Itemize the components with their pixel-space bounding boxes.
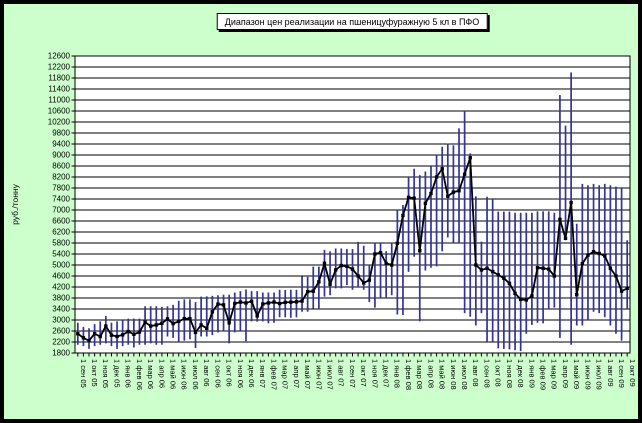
svg-text:1 фев 06: 1 фев 06 (135, 359, 144, 390)
svg-text:1 окт 09: 1 окт 09 (628, 359, 637, 387)
svg-text:1 сен 05: 1 сен 05 (79, 359, 88, 388)
svg-text:3400: 3400 (52, 305, 70, 314)
svg-text:1 окт 05: 1 окт 05 (90, 359, 99, 387)
svg-text:2200: 2200 (52, 338, 70, 347)
svg-text:1 июл 07: 1 июл 07 (325, 359, 334, 390)
svg-text:3000: 3000 (52, 316, 70, 325)
svg-text:10200: 10200 (48, 118, 71, 127)
svg-text:1 ноя 08: 1 ноя 08 (505, 359, 514, 388)
svg-text:1 май 06: 1 май 06 (169, 359, 178, 389)
svg-text:9400: 9400 (52, 140, 70, 149)
svg-text:7000: 7000 (52, 206, 70, 215)
svg-text:1 авг 08: 1 авг 08 (471, 359, 480, 387)
chart-title: Диапазон цен реализации на пшеницуфуражн… (216, 13, 488, 30)
svg-text:11000: 11000 (48, 96, 70, 105)
svg-text:1 июл 09: 1 июл 09 (595, 359, 604, 390)
svg-text:1 май 09: 1 май 09 (572, 359, 581, 389)
svg-text:1 дек 08: 1 дек 08 (516, 359, 525, 388)
svg-text:1 дек 06: 1 дек 06 (247, 359, 256, 388)
svg-text:4600: 4600 (52, 272, 70, 281)
svg-text:1 фев 08: 1 фев 08 (404, 359, 413, 390)
svg-text:1 янв 07: 1 янв 07 (258, 359, 267, 388)
svg-text:1 май 08: 1 май 08 (438, 359, 447, 389)
svg-text:1 окт 08: 1 окт 08 (494, 359, 503, 387)
svg-text:10600: 10600 (48, 107, 71, 116)
svg-text:1 ноя 05: 1 ноя 05 (101, 359, 110, 388)
svg-text:1 ноя 06: 1 ноя 06 (236, 359, 245, 388)
svg-text:12200: 12200 (48, 63, 71, 72)
svg-text:1 янв 08: 1 янв 08 (393, 359, 402, 388)
svg-text:7800: 7800 (52, 184, 70, 193)
svg-text:5400: 5400 (52, 250, 70, 259)
svg-text:9000: 9000 (52, 151, 70, 160)
chart-frame: Диапазон цен реализации на пшеницуфуражн… (3, 3, 639, 420)
svg-text:9800: 9800 (52, 129, 70, 138)
svg-text:12600: 12600 (48, 52, 71, 61)
avg-price-markers (76, 156, 629, 343)
svg-text:8600: 8600 (52, 162, 70, 171)
svg-text:1 сен 07: 1 сен 07 (348, 359, 357, 388)
svg-text:1 апр 09: 1 апр 09 (561, 359, 570, 388)
svg-text:1 апр 08: 1 апр 08 (426, 359, 435, 388)
svg-text:1 июн 09: 1 июн 09 (583, 359, 592, 390)
svg-text:1 сен 09: 1 сен 09 (617, 359, 626, 388)
plot-area (75, 56, 630, 353)
svg-text:1 фев 09: 1 фев 09 (539, 359, 548, 390)
y-axis-labels: 1800 2200 2600 3000 3400 3800 4200 4600 5000 5400… (48, 52, 75, 358)
svg-text:1800: 1800 (52, 349, 70, 358)
svg-text:11800: 11800 (48, 74, 70, 83)
svg-text:1 янв 09: 1 янв 09 (527, 359, 536, 388)
svg-text:1 авг 07: 1 авг 07 (337, 359, 346, 387)
svg-text:1 авг 09: 1 авг 09 (606, 359, 615, 387)
svg-text:1 май 07: 1 май 07 (303, 359, 312, 389)
svg-text:1 июл 06: 1 июл 06 (191, 359, 200, 390)
y-axis-title: руб./тонну (10, 183, 20, 224)
svg-text:5000: 5000 (52, 261, 70, 270)
svg-text:11400: 11400 (48, 85, 70, 94)
svg-text:1 дек 05: 1 дек 05 (112, 359, 121, 388)
svg-text:4200: 4200 (52, 283, 70, 292)
gridlines (75, 55, 630, 343)
svg-text:8200: 8200 (52, 173, 70, 182)
svg-text:1 янв 06: 1 янв 06 (124, 359, 133, 388)
svg-text:1 июл 08: 1 июл 08 (460, 359, 469, 390)
x-axis-labels: 1 сен 05 1 окт 05 1 ноя 05 1 дек 05 1 янв 06… (77, 353, 637, 390)
svg-text:1 дек 07: 1 дек 07 (382, 359, 391, 388)
svg-text:1 окт 07: 1 окт 07 (359, 359, 368, 387)
svg-text:1 сен 06: 1 сен 06 (213, 359, 222, 388)
svg-text:1 июн 06: 1 июн 06 (180, 359, 189, 390)
svg-text:1 сен 08: 1 сен 08 (482, 359, 491, 388)
svg-text:1 апр 07: 1 апр 07 (292, 359, 301, 388)
svg-text:1 мар 08: 1 мар 08 (415, 359, 424, 389)
svg-text:7400: 7400 (52, 195, 70, 204)
svg-text:1 июн 07: 1 июн 07 (314, 359, 323, 390)
svg-text:6200: 6200 (52, 228, 70, 237)
svg-text:1 фев 07: 1 фев 07 (269, 359, 278, 390)
svg-text:1 мар 06: 1 мар 06 (146, 359, 155, 389)
svg-text:6600: 6600 (52, 217, 70, 226)
svg-text:1 июн 08: 1 июн 08 (449, 359, 458, 390)
svg-text:1 мар 09: 1 мар 09 (550, 359, 559, 389)
svg-text:1 окт 06: 1 окт 06 (225, 359, 234, 387)
svg-text:1 авг 06: 1 авг 06 (202, 359, 211, 387)
svg-text:2600: 2600 (52, 327, 70, 336)
svg-text:1 ноя 07: 1 ноя 07 (370, 359, 379, 388)
range-bars (76, 72, 629, 352)
svg-text:1 апр 06: 1 апр 06 (157, 359, 166, 388)
price-range-chart: 1800 2200 2600 3000 3400 3800 4200 4600 5000 5400… (10, 52, 637, 390)
svg-text:1 мар 07: 1 мар 07 (281, 359, 290, 389)
svg-text:3800: 3800 (52, 294, 70, 303)
svg-text:5800: 5800 (52, 239, 70, 248)
